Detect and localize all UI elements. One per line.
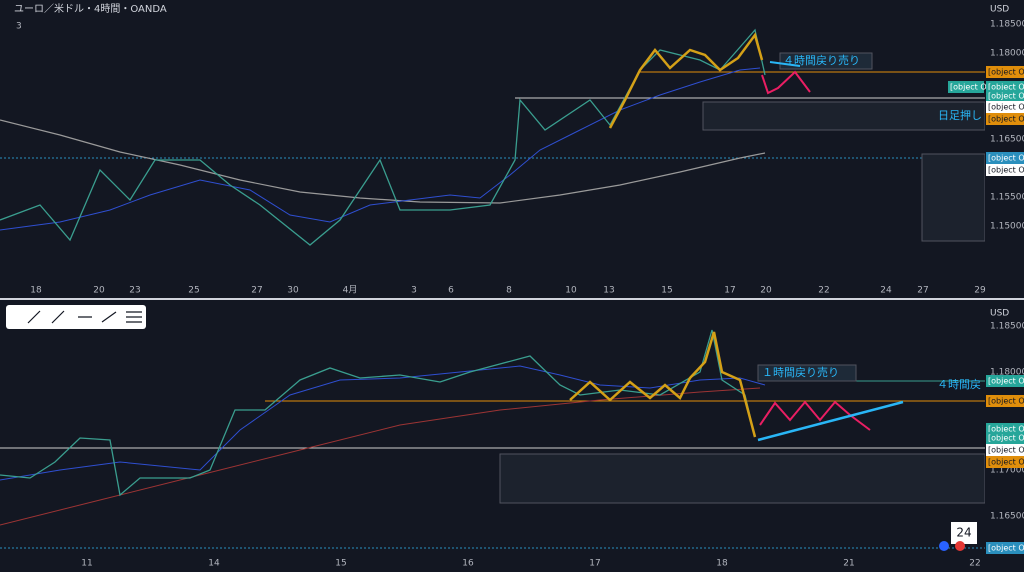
price-tag <box>986 395 1024 407</box>
annotation: ４時間戻り売り <box>783 54 860 67</box>
price-tag-label: [object Object] <box>988 544 1024 553</box>
time-label: 6 <box>448 286 454 296</box>
time-label: 3 <box>411 286 417 296</box>
toolbar-icons[interactable] <box>27 310 142 324</box>
price-tag-label: [object Object] <box>988 83 1024 92</box>
scenario-line <box>761 70 811 95</box>
price-tag <box>986 152 1024 164</box>
price-tag-label: [object Object] <box>988 434 1024 443</box>
price-label: 1.15000 <box>990 222 1024 232</box>
price-tag-label: [object Object] <box>988 377 1024 386</box>
scenario-line <box>759 400 871 431</box>
price-tag <box>986 90 1024 102</box>
time-label: 22 <box>969 559 980 569</box>
time-label: 15 <box>661 286 672 296</box>
time-label: 29 <box>974 286 986 296</box>
label-box <box>779 52 873 70</box>
annotation: １時間戻り売り <box>762 366 839 379</box>
price-tag-label: [object Object] <box>950 83 1010 92</box>
price-tag-label: [object Object] <box>988 446 1024 455</box>
price-label: 1.15500 <box>990 193 1024 203</box>
price-tag <box>986 101 1024 113</box>
time-label: 17 <box>589 559 600 569</box>
time-label: 16 <box>462 559 474 569</box>
time-label: 27 <box>917 286 928 296</box>
price-tag <box>986 375 1024 387</box>
price-label: 1.18500 <box>990 20 1024 30</box>
drawing-toolbar[interactable] <box>6 305 146 329</box>
price-axis <box>985 0 1024 298</box>
zone-box <box>921 153 986 242</box>
price-tag <box>986 542 1024 554</box>
annotation: 日足押し <box>938 108 982 122</box>
price-tag <box>986 456 1024 468</box>
arrow-line <box>769 61 801 67</box>
price-label: 1.16500 <box>990 512 1024 522</box>
time-label: 14 <box>208 559 220 569</box>
price-tag-label: [object Object] <box>988 397 1024 406</box>
badge: 24 <box>956 526 971 540</box>
price-tag-label: [object Object] <box>988 166 1024 175</box>
price-tag-label: [object Object] <box>988 115 1024 124</box>
time-label: 24 <box>880 286 892 296</box>
zone-box <box>499 453 986 504</box>
currency[interactable]: USD <box>990 5 1009 15</box>
price-tag <box>948 81 984 93</box>
moving-average <box>0 365 766 481</box>
price-tag-label: [object Object] <box>988 458 1024 467</box>
price-label: 1.16500 <box>990 135 1024 145</box>
symbol-title[interactable]: ユーロ／米ドル・4時間・OANDA <box>14 2 167 15</box>
time-label: 11 <box>81 559 92 569</box>
time-label: 30 <box>287 286 299 296</box>
price-tag <box>986 432 1024 444</box>
moving-average <box>0 387 761 526</box>
price-tag <box>986 113 1024 125</box>
time-label: 13 <box>603 286 614 296</box>
price-label: 1.18000 <box>990 49 1024 59</box>
price-tag-label: [object Object] <box>988 154 1024 163</box>
price-tag-label: [object Object] <box>988 68 1024 77</box>
pattern-line <box>569 331 757 438</box>
annotation: ４時間戻 <box>937 378 981 391</box>
price-tag-label: [object Object] <box>988 425 1024 434</box>
moving-average <box>0 67 761 231</box>
event-icon[interactable] <box>939 541 949 551</box>
time-label: 20 <box>760 286 772 296</box>
trend-line <box>757 400 904 442</box>
time-label: 21 <box>843 559 854 569</box>
price-tag <box>986 66 1024 78</box>
moving-average <box>0 119 766 204</box>
price-label: 1.18500 <box>990 322 1024 332</box>
time-label: 4月 <box>343 285 358 296</box>
badge-box <box>951 522 977 544</box>
time-label: 25 <box>188 286 199 296</box>
price-label: 1.17000 <box>990 466 1024 476</box>
pattern-line <box>608 32 764 129</box>
currency[interactable]: USD <box>990 309 1009 319</box>
label-box <box>757 364 857 382</box>
price-path <box>0 28 766 246</box>
time-label: 18 <box>30 286 42 296</box>
time-label: 8 <box>506 286 512 296</box>
price-tag <box>986 444 1024 456</box>
price-label: 1.18000 <box>990 368 1024 378</box>
price-tag <box>986 164 1024 176</box>
time-label: 23 <box>129 286 140 296</box>
indicator-count[interactable]: 3 <box>16 22 22 32</box>
price-path <box>0 329 756 497</box>
price-tag-label: [object Object] <box>988 103 1024 112</box>
time-label: 27 <box>251 286 262 296</box>
event-icon[interactable] <box>955 541 965 551</box>
time-label: 15 <box>335 559 346 569</box>
time-label: 10 <box>565 286 577 296</box>
time-label: 18 <box>716 559 728 569</box>
time-label: 22 <box>818 286 829 296</box>
time-label: 20 <box>93 286 105 296</box>
time-label: 17 <box>724 286 735 296</box>
price-tag-label: [object Object] <box>988 92 1024 101</box>
zone-box <box>702 101 986 131</box>
